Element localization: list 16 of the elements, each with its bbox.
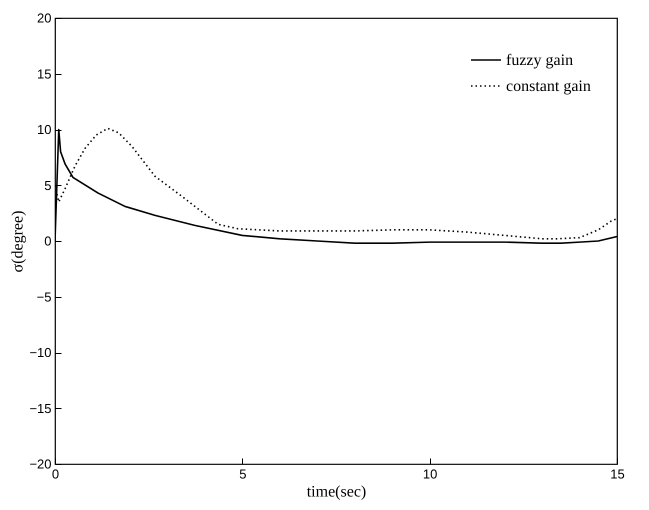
y-tick-label: −10: [29, 345, 52, 360]
y-axis-title: σ(degree): [9, 210, 26, 272]
x-tick-label: 5: [239, 466, 246, 482]
y-tick-label: 10: [37, 122, 52, 137]
y-tick-label: 20: [37, 10, 52, 26]
x-tick-label: 15: [610, 466, 625, 482]
y-tick-label: −5: [36, 289, 52, 304]
legend-label: constant gain: [506, 78, 591, 95]
y-tick-label: −15: [29, 400, 52, 416]
y-tick-label: 0: [44, 234, 52, 248]
y-tick-label: 5: [44, 178, 52, 193]
x-tick-label: 10: [422, 466, 438, 482]
x-axis-title: time(sec): [306, 484, 366, 500]
legend-label: fuzzy gain: [506, 52, 574, 69]
y-tick-label: −20: [29, 456, 52, 472]
y-tick-label: 15: [37, 66, 52, 82]
